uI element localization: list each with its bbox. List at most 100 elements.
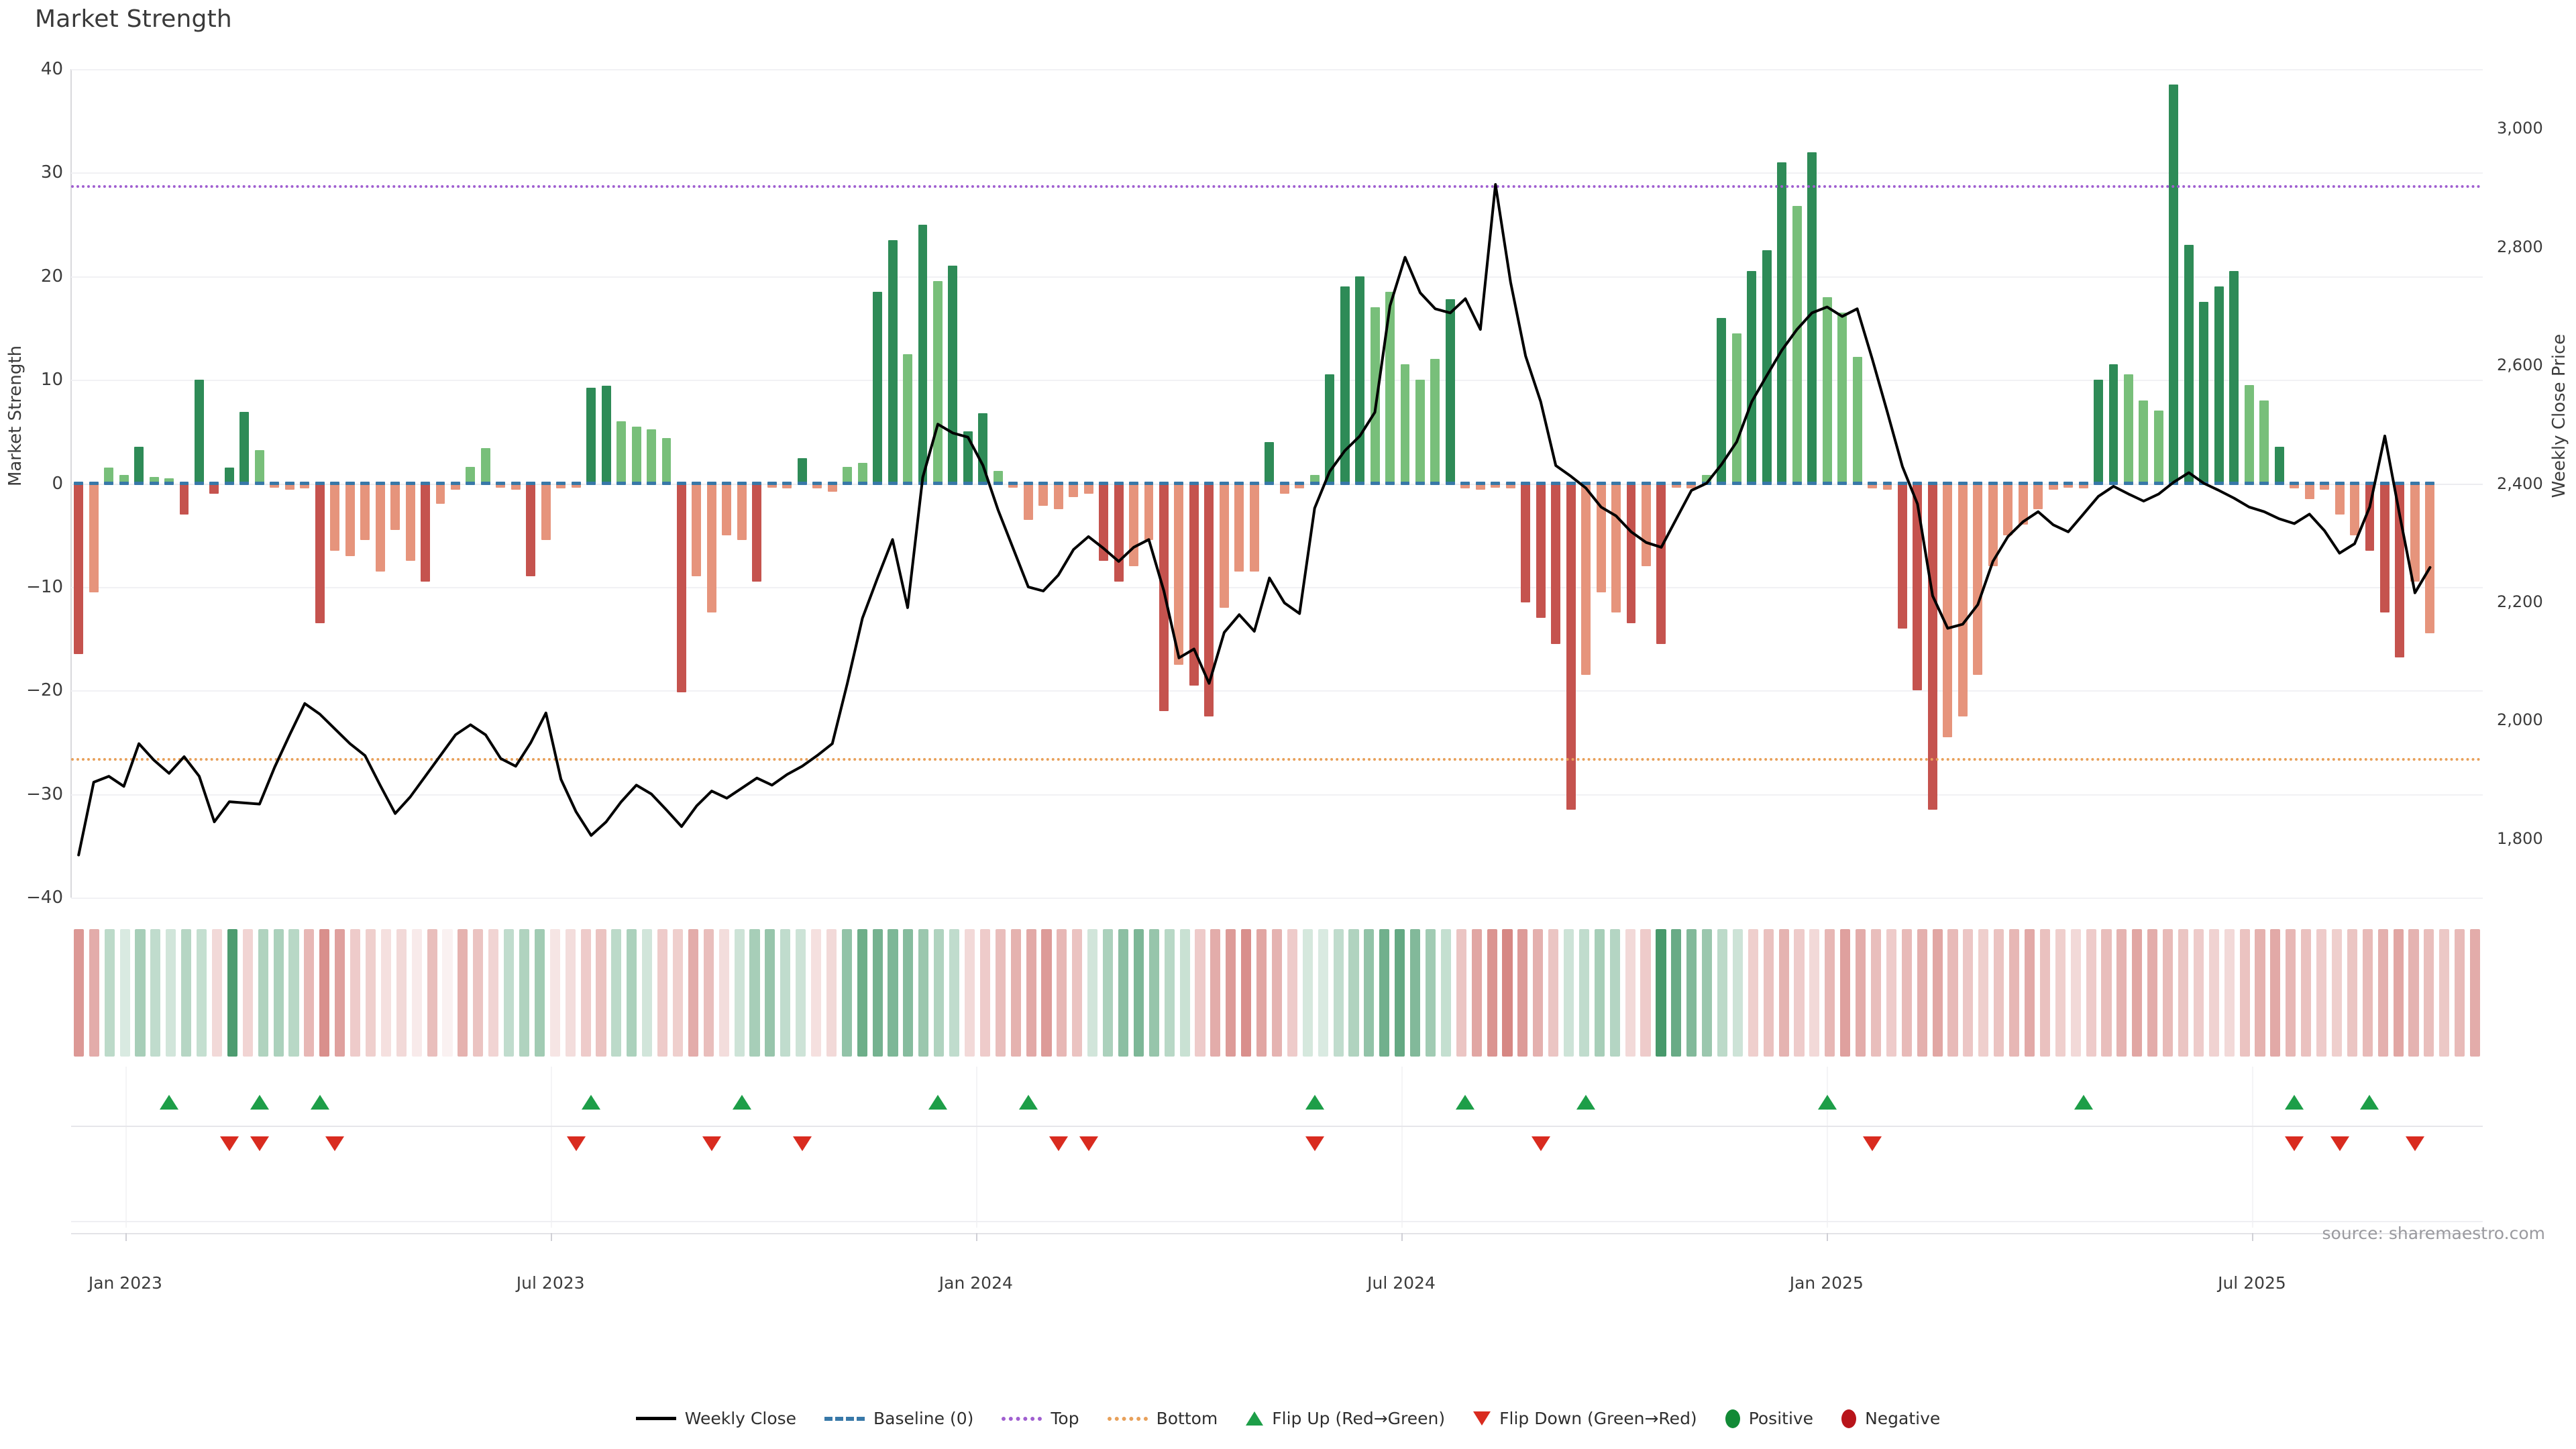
heat-cell	[718, 929, 729, 1057]
legend-item[interactable]: Flip Up (Red→Green)	[1246, 1409, 1445, 1428]
baseline-tick	[330, 482, 340, 485]
flip-down-marker	[325, 1136, 345, 1151]
baseline-tick	[541, 482, 551, 485]
baseline-tick	[2425, 482, 2435, 485]
strength-bar	[932, 281, 943, 484]
heat-cell	[273, 929, 284, 1057]
strength-bar	[1656, 483, 1666, 644]
strength-bar	[2304, 483, 2314, 499]
heat-cell	[1456, 929, 1466, 1057]
baseline-tick	[812, 482, 822, 485]
legend-item[interactable]: Negative	[1841, 1409, 1940, 1428]
baseline-tick	[827, 482, 837, 485]
gridline	[71, 586, 2483, 588]
heat-cell	[89, 929, 99, 1057]
baseline-tick	[1551, 482, 1561, 485]
flip-up-marker	[310, 1095, 329, 1110]
legend-item[interactable]: Baseline (0)	[824, 1409, 973, 1428]
legend-item[interactable]: Bottom	[1107, 1409, 1218, 1428]
heat-cell	[1856, 929, 1866, 1057]
heat-cell	[1825, 929, 1835, 1057]
dashed-line-blue-icon	[824, 1416, 865, 1421]
strength-bar	[1927, 483, 1937, 810]
chart-legend: Weekly Close Baseline (0) Top Bottom Flip Up…	[0, 1409, 2576, 1428]
heat-cell	[2347, 929, 2357, 1057]
heat-cell	[657, 929, 668, 1057]
heat-cell	[565, 929, 576, 1057]
strength-bar	[843, 466, 853, 484]
baseline-tick	[631, 482, 641, 485]
solid-line-black-icon	[635, 1417, 676, 1420]
heat-cell	[1010, 929, 1021, 1057]
heat-cell	[2377, 929, 2388, 1057]
right-axis-tick-label: 2,200	[2497, 592, 2543, 611]
strength-bar	[1129, 483, 1138, 566]
heat-cell	[1656, 929, 1666, 1057]
baseline-tick	[661, 482, 672, 485]
legend-item[interactable]: Weekly Close	[635, 1409, 797, 1428]
baseline-tick	[1671, 482, 1681, 485]
baseline-tick	[360, 482, 370, 485]
heat-cell	[350, 929, 361, 1057]
heat-cell	[642, 929, 653, 1057]
heat-cell	[627, 929, 637, 1057]
heat-cell	[1732, 929, 1743, 1057]
strength-bar	[2410, 483, 2420, 582]
heat-cell	[1963, 929, 1974, 1057]
legend-item[interactable]: Positive	[1725, 1409, 1813, 1428]
baseline-tick	[421, 482, 430, 485]
strength-bar	[2094, 380, 2103, 484]
strength-bar	[1189, 483, 1199, 686]
triangle-down-red-icon	[1473, 1411, 1491, 1426]
heat-cell	[1901, 929, 1912, 1057]
baseline-tick	[1642, 482, 1651, 485]
heat-cell	[1410, 929, 1421, 1057]
heat-cell	[888, 929, 898, 1057]
strength-bar	[857, 462, 867, 484]
heat-cell	[1686, 929, 1697, 1057]
baseline-tick	[435, 482, 445, 485]
heat-cell	[1395, 929, 1405, 1057]
strength-bar	[1174, 483, 1184, 665]
heat-cell	[1763, 929, 1774, 1057]
baseline-tick	[149, 482, 159, 485]
heat-cell	[1440, 929, 1451, 1057]
flip-up-marker	[160, 1095, 179, 1110]
heat-cell	[1210, 929, 1221, 1057]
strength-bar	[1415, 380, 1425, 484]
baseline-tick	[2184, 482, 2194, 485]
dotted-line-orange-icon	[1107, 1416, 1148, 1421]
legend-item[interactable]: Top	[1002, 1409, 1079, 1428]
baseline-tick	[1837, 482, 1847, 485]
flip-down-marker	[250, 1136, 269, 1151]
baseline-tick	[616, 482, 627, 485]
heat-cell	[458, 929, 468, 1057]
baseline-tick	[1295, 482, 1305, 485]
strength-bar	[466, 466, 476, 484]
strength-bar	[1204, 483, 1214, 716]
strength-bar	[2018, 483, 2028, 525]
strength-bar	[1023, 483, 1033, 520]
heat-cell	[2024, 929, 2035, 1057]
heat-cell	[488, 929, 499, 1057]
baseline-tick	[2018, 482, 2028, 485]
heat-cell	[396, 929, 407, 1057]
baseline-tick	[74, 482, 84, 485]
page-title: Market Strength	[35, 5, 232, 33]
heat-cell	[826, 929, 837, 1057]
strength-bar	[586, 388, 596, 484]
heat-cell	[1886, 929, 1896, 1057]
flip-up-marker	[928, 1095, 947, 1110]
strength-bar	[74, 483, 84, 655]
legend-item-label: Weekly Close	[684, 1409, 797, 1428]
flip-down-marker	[1531, 1136, 1550, 1151]
baseline-tick	[963, 482, 973, 485]
legend-item[interactable]: Flip Down (Green→Red)	[1473, 1409, 1697, 1428]
strength-bar	[1445, 299, 1455, 484]
heat-cell	[227, 929, 237, 1057]
flip-up-marker	[2074, 1095, 2093, 1110]
right-axis-tick-label: 3,000	[2497, 119, 2543, 138]
heat-cell	[1333, 929, 1344, 1057]
strength-bar	[722, 483, 732, 535]
baseline-tick	[2048, 482, 2058, 485]
